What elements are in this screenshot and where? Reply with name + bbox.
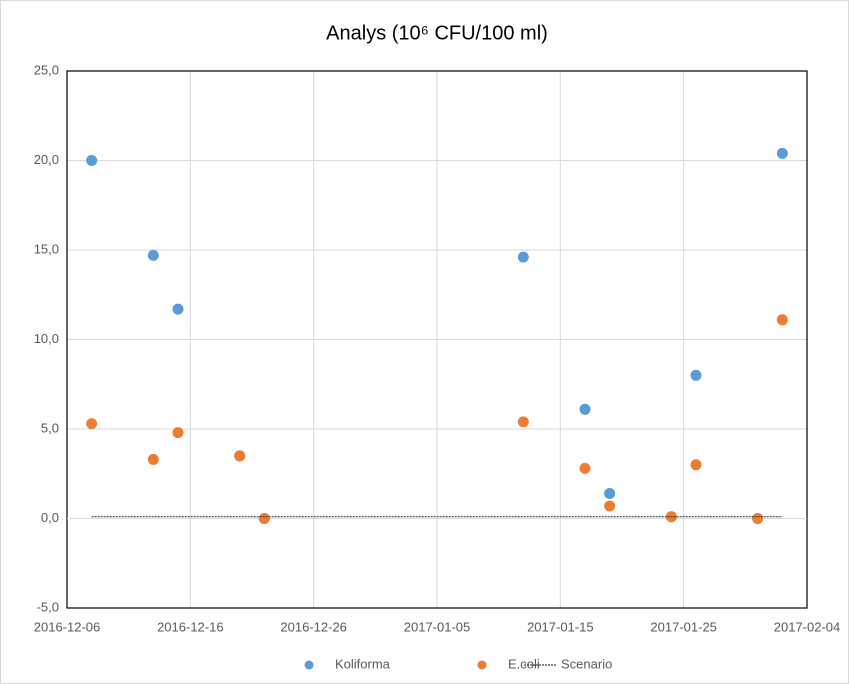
y-tick-label: 20,0 (34, 152, 59, 167)
plot-border (66, 70, 808, 609)
point (579, 462, 591, 474)
point (604, 500, 616, 512)
y-tick-label: 5,0 (41, 420, 59, 435)
legend-label: Koliforma (335, 656, 391, 671)
x-tick-label: 2017-01-05 (404, 619, 471, 634)
y-tick-label: 15,0 (34, 241, 59, 256)
point (86, 155, 98, 166)
legend-marker (304, 660, 314, 670)
x-tick-label: 2017-01-15 (527, 619, 594, 634)
point (776, 147, 788, 159)
y-tick-label: 0,0 (41, 510, 59, 525)
point (234, 450, 246, 462)
point (147, 453, 159, 465)
point (776, 314, 788, 326)
x-tick-label: 2016-12-26 (280, 619, 347, 634)
point (690, 369, 702, 381)
point (690, 459, 702, 471)
point (172, 303, 184, 315)
point (147, 249, 159, 261)
point (172, 427, 184, 439)
point (517, 251, 529, 263)
x-tick-label: 2017-02-04 (774, 619, 841, 634)
legend-marker (477, 660, 487, 670)
x-tick-label: 2016-12-16 (157, 619, 224, 634)
point (258, 513, 270, 524)
point (86, 418, 98, 430)
legend-label: Scenario (561, 656, 612, 671)
y-tick-label: 10,0 (34, 331, 59, 346)
y-tick-label: 25,0 (34, 62, 59, 77)
legend-label: E.coli (508, 656, 540, 671)
point (604, 487, 616, 499)
x-tick-label: 2016-12-06 (34, 619, 101, 634)
x-tick-label: 2017-01-25 (650, 619, 717, 634)
chart-title: Analys (10⁶ CFU/100 ml) (326, 22, 548, 44)
point (579, 403, 591, 415)
y-tick-label: -5,0 (37, 599, 59, 614)
point (752, 513, 764, 524)
point (517, 416, 529, 428)
